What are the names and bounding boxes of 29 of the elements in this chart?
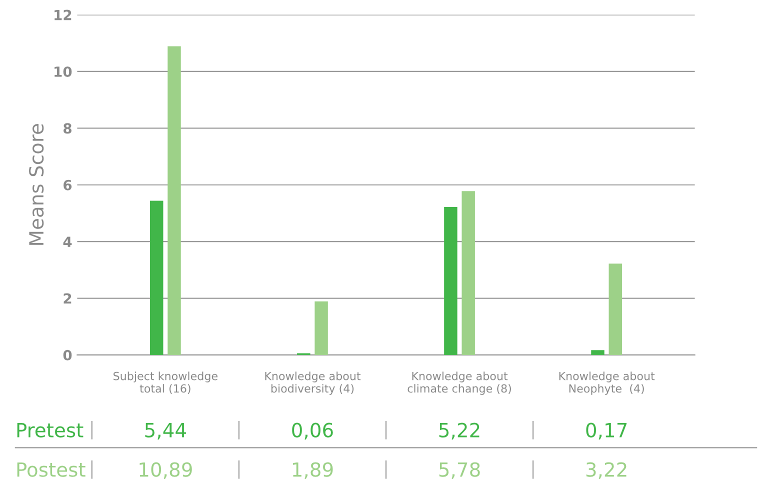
y-tick-label: 10 [54, 66, 72, 77]
x-tick-label: Knowledge about climate change (8) [408, 372, 511, 395]
data-label: 5,22 [439, 422, 480, 440]
data-label: 10,89 [140, 462, 192, 479]
data-label: 5,44 [145, 423, 186, 440]
y-tick-label: 8 [64, 123, 72, 134]
y-tick-label: 0 [63, 350, 72, 360]
y-tick-label: 6 [64, 180, 72, 190]
bar [314, 301, 328, 355]
x-tick-label: Subject knowledge total (16) [114, 372, 218, 394]
bar [168, 46, 181, 355]
text: Pretest [17, 423, 84, 438]
bar [608, 264, 622, 355]
data-label: 1,89 [292, 462, 333, 479]
data-label: 5,78 [439, 462, 480, 479]
bar [150, 200, 164, 355]
y-tick-label: 2 [64, 293, 72, 304]
y-tick-label: 4 [63, 236, 72, 247]
y-tick-label: 12 [54, 10, 72, 20]
data-label: 0,06 [292, 422, 333, 440]
text: Postest [17, 462, 86, 477]
x-tick-label: Knowledge about biodiversity (4) [265, 372, 361, 395]
y-axis-title: Means Score [28, 124, 44, 245]
data-label: 0,17 [586, 422, 627, 440]
bar [591, 350, 604, 355]
data-label: 3,22 [586, 462, 626, 479]
x-tick-label: Knowledge about Neophyte (4) [559, 372, 655, 395]
bar [444, 206, 458, 355]
bar [462, 191, 475, 355]
